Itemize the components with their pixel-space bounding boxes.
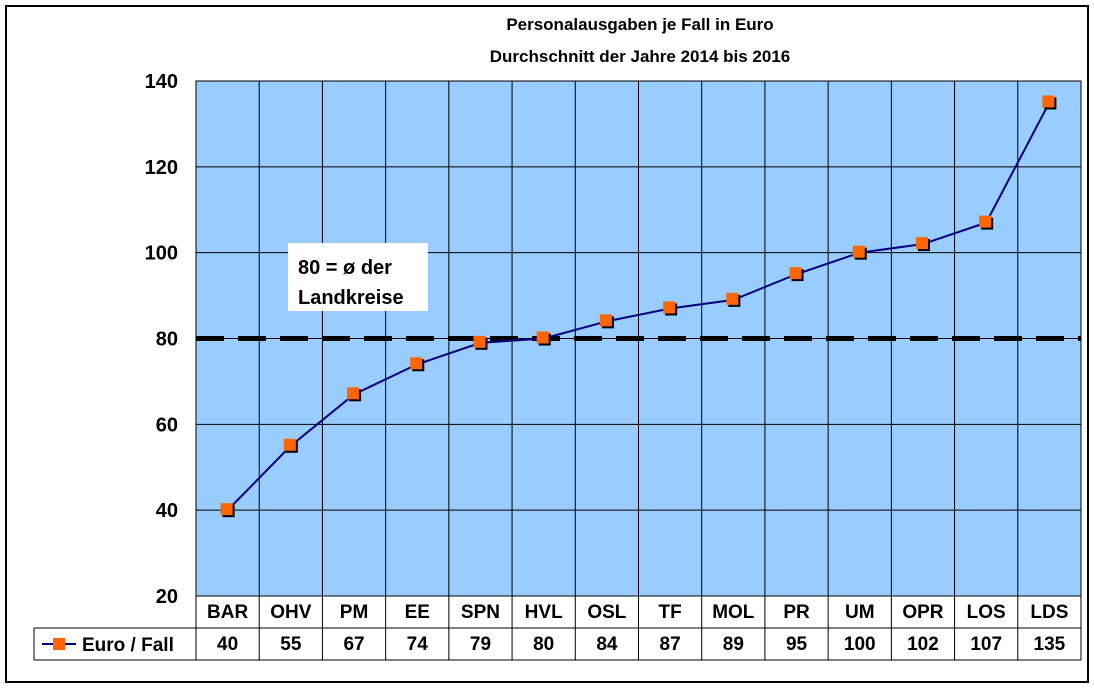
y-tick-label: 60 <box>156 414 178 436</box>
annotation-background <box>288 243 428 311</box>
data-point <box>789 267 802 280</box>
x-category-label: MOL <box>712 602 755 623</box>
data-value-label: 74 <box>407 634 429 655</box>
y-tick-label: 40 <box>156 500 178 522</box>
data-point <box>410 357 423 370</box>
data-point <box>915 237 928 250</box>
data-point <box>1042 95 1055 108</box>
y-tick-label: 100 <box>145 243 178 265</box>
chart-title: Personalausgaben je Fall in Euro <box>506 15 773 34</box>
y-axis-ticks: 20 40 60 80 100 120 140 <box>145 71 178 608</box>
data-point <box>979 215 992 228</box>
x-category-label: OSL <box>587 602 626 623</box>
data-value-label: 87 <box>660 634 681 655</box>
data-point <box>347 387 360 400</box>
x-category-label: OPR <box>902 602 943 623</box>
series-euro-fall <box>220 95 1057 518</box>
data-value-label: 89 <box>723 634 744 655</box>
x-category-label: LOS <box>967 602 1006 623</box>
data-point <box>536 331 549 344</box>
x-category-label: LDS <box>1030 602 1068 623</box>
x-category-label: HVL <box>525 602 563 623</box>
data-value-label: 135 <box>1034 634 1066 655</box>
data-point <box>220 503 233 516</box>
x-category-label: TF <box>658 602 681 623</box>
data-point <box>473 335 486 348</box>
data-value-label: 107 <box>970 634 1002 655</box>
data-point <box>283 438 296 451</box>
x-category-label: SPN <box>461 602 500 623</box>
y-tick-label: 20 <box>156 586 178 608</box>
y-tick-label: 80 <box>156 329 178 351</box>
data-value-label: 84 <box>596 634 618 655</box>
x-category-label: UM <box>845 602 875 623</box>
data-value-label: 100 <box>844 634 876 655</box>
annotation-line-1: 80 = ø der <box>298 257 392 279</box>
x-category-label: OHV <box>270 602 312 623</box>
data-value-label: 67 <box>343 634 364 655</box>
chart-subtitle: Durchschnitt der Jahre 2014 bis 2016 <box>490 47 790 66</box>
x-category-label: EE <box>405 602 430 623</box>
data-point <box>726 292 739 305</box>
x-category-label: PR <box>783 602 810 623</box>
data-point <box>599 314 612 327</box>
data-point <box>852 245 865 258</box>
y-tick-label: 120 <box>145 157 178 179</box>
data-value-label: 95 <box>786 634 808 655</box>
data-point <box>663 301 676 314</box>
annotation-line-2: Landkreise <box>298 287 404 309</box>
series-line <box>226 101 1051 511</box>
x-category-label: PM <box>340 602 369 623</box>
data-value-label: 40 <box>217 634 238 655</box>
data-value-label: 102 <box>907 634 939 655</box>
data-value-label: 79 <box>470 634 491 655</box>
data-table: BAR OHV PM EE SPN HVL OSL TF MOL PR UM OPR LOS LDS 40 5… <box>33 596 1082 661</box>
legend-label: Euro / Fall <box>82 635 174 656</box>
x-category-label: BAR <box>207 602 248 623</box>
data-value-label: 80 <box>533 634 554 655</box>
average-annotation: 80 = ø der Landkreise <box>288 243 428 311</box>
legend-marker <box>53 638 65 650</box>
y-tick-label: 140 <box>145 71 178 93</box>
data-value-label: 55 <box>280 634 302 655</box>
